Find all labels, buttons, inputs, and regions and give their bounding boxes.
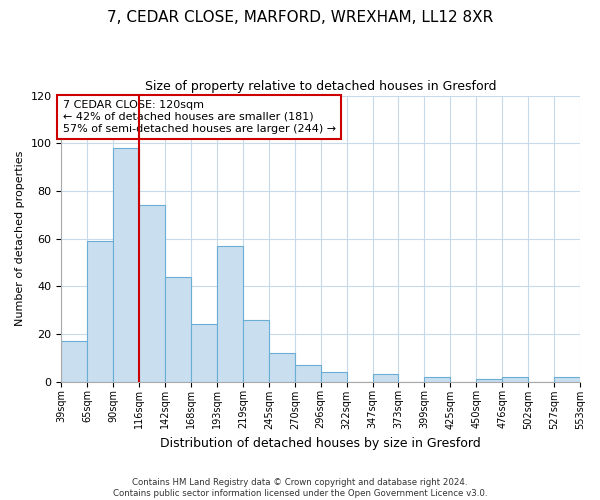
Bar [502,377,528,382]
Bar [373,374,398,382]
Title: Size of property relative to detached houses in Gresford: Size of property relative to detached ho… [145,80,496,93]
Text: Contains HM Land Registry data © Crown copyright and database right 2024.
Contai: Contains HM Land Registry data © Crown c… [113,478,487,498]
Bar [139,205,165,382]
X-axis label: Distribution of detached houses by size in Gresford: Distribution of detached houses by size … [160,437,481,450]
Text: 7 CEDAR CLOSE: 120sqm
← 42% of detached houses are smaller (181)
57% of semi-det: 7 CEDAR CLOSE: 120sqm ← 42% of detached … [62,100,336,134]
Bar [295,365,321,382]
Bar [191,324,217,382]
Bar [217,246,243,382]
Bar [269,353,295,382]
Bar [165,276,191,382]
Bar [113,148,139,382]
Bar [321,372,347,382]
Bar [424,377,451,382]
Y-axis label: Number of detached properties: Number of detached properties [15,151,25,326]
Bar [88,241,113,382]
Bar [554,377,580,382]
Text: 7, CEDAR CLOSE, MARFORD, WREXHAM, LL12 8XR: 7, CEDAR CLOSE, MARFORD, WREXHAM, LL12 8… [107,10,493,25]
Bar [243,320,269,382]
Bar [476,379,502,382]
Bar [61,341,88,382]
